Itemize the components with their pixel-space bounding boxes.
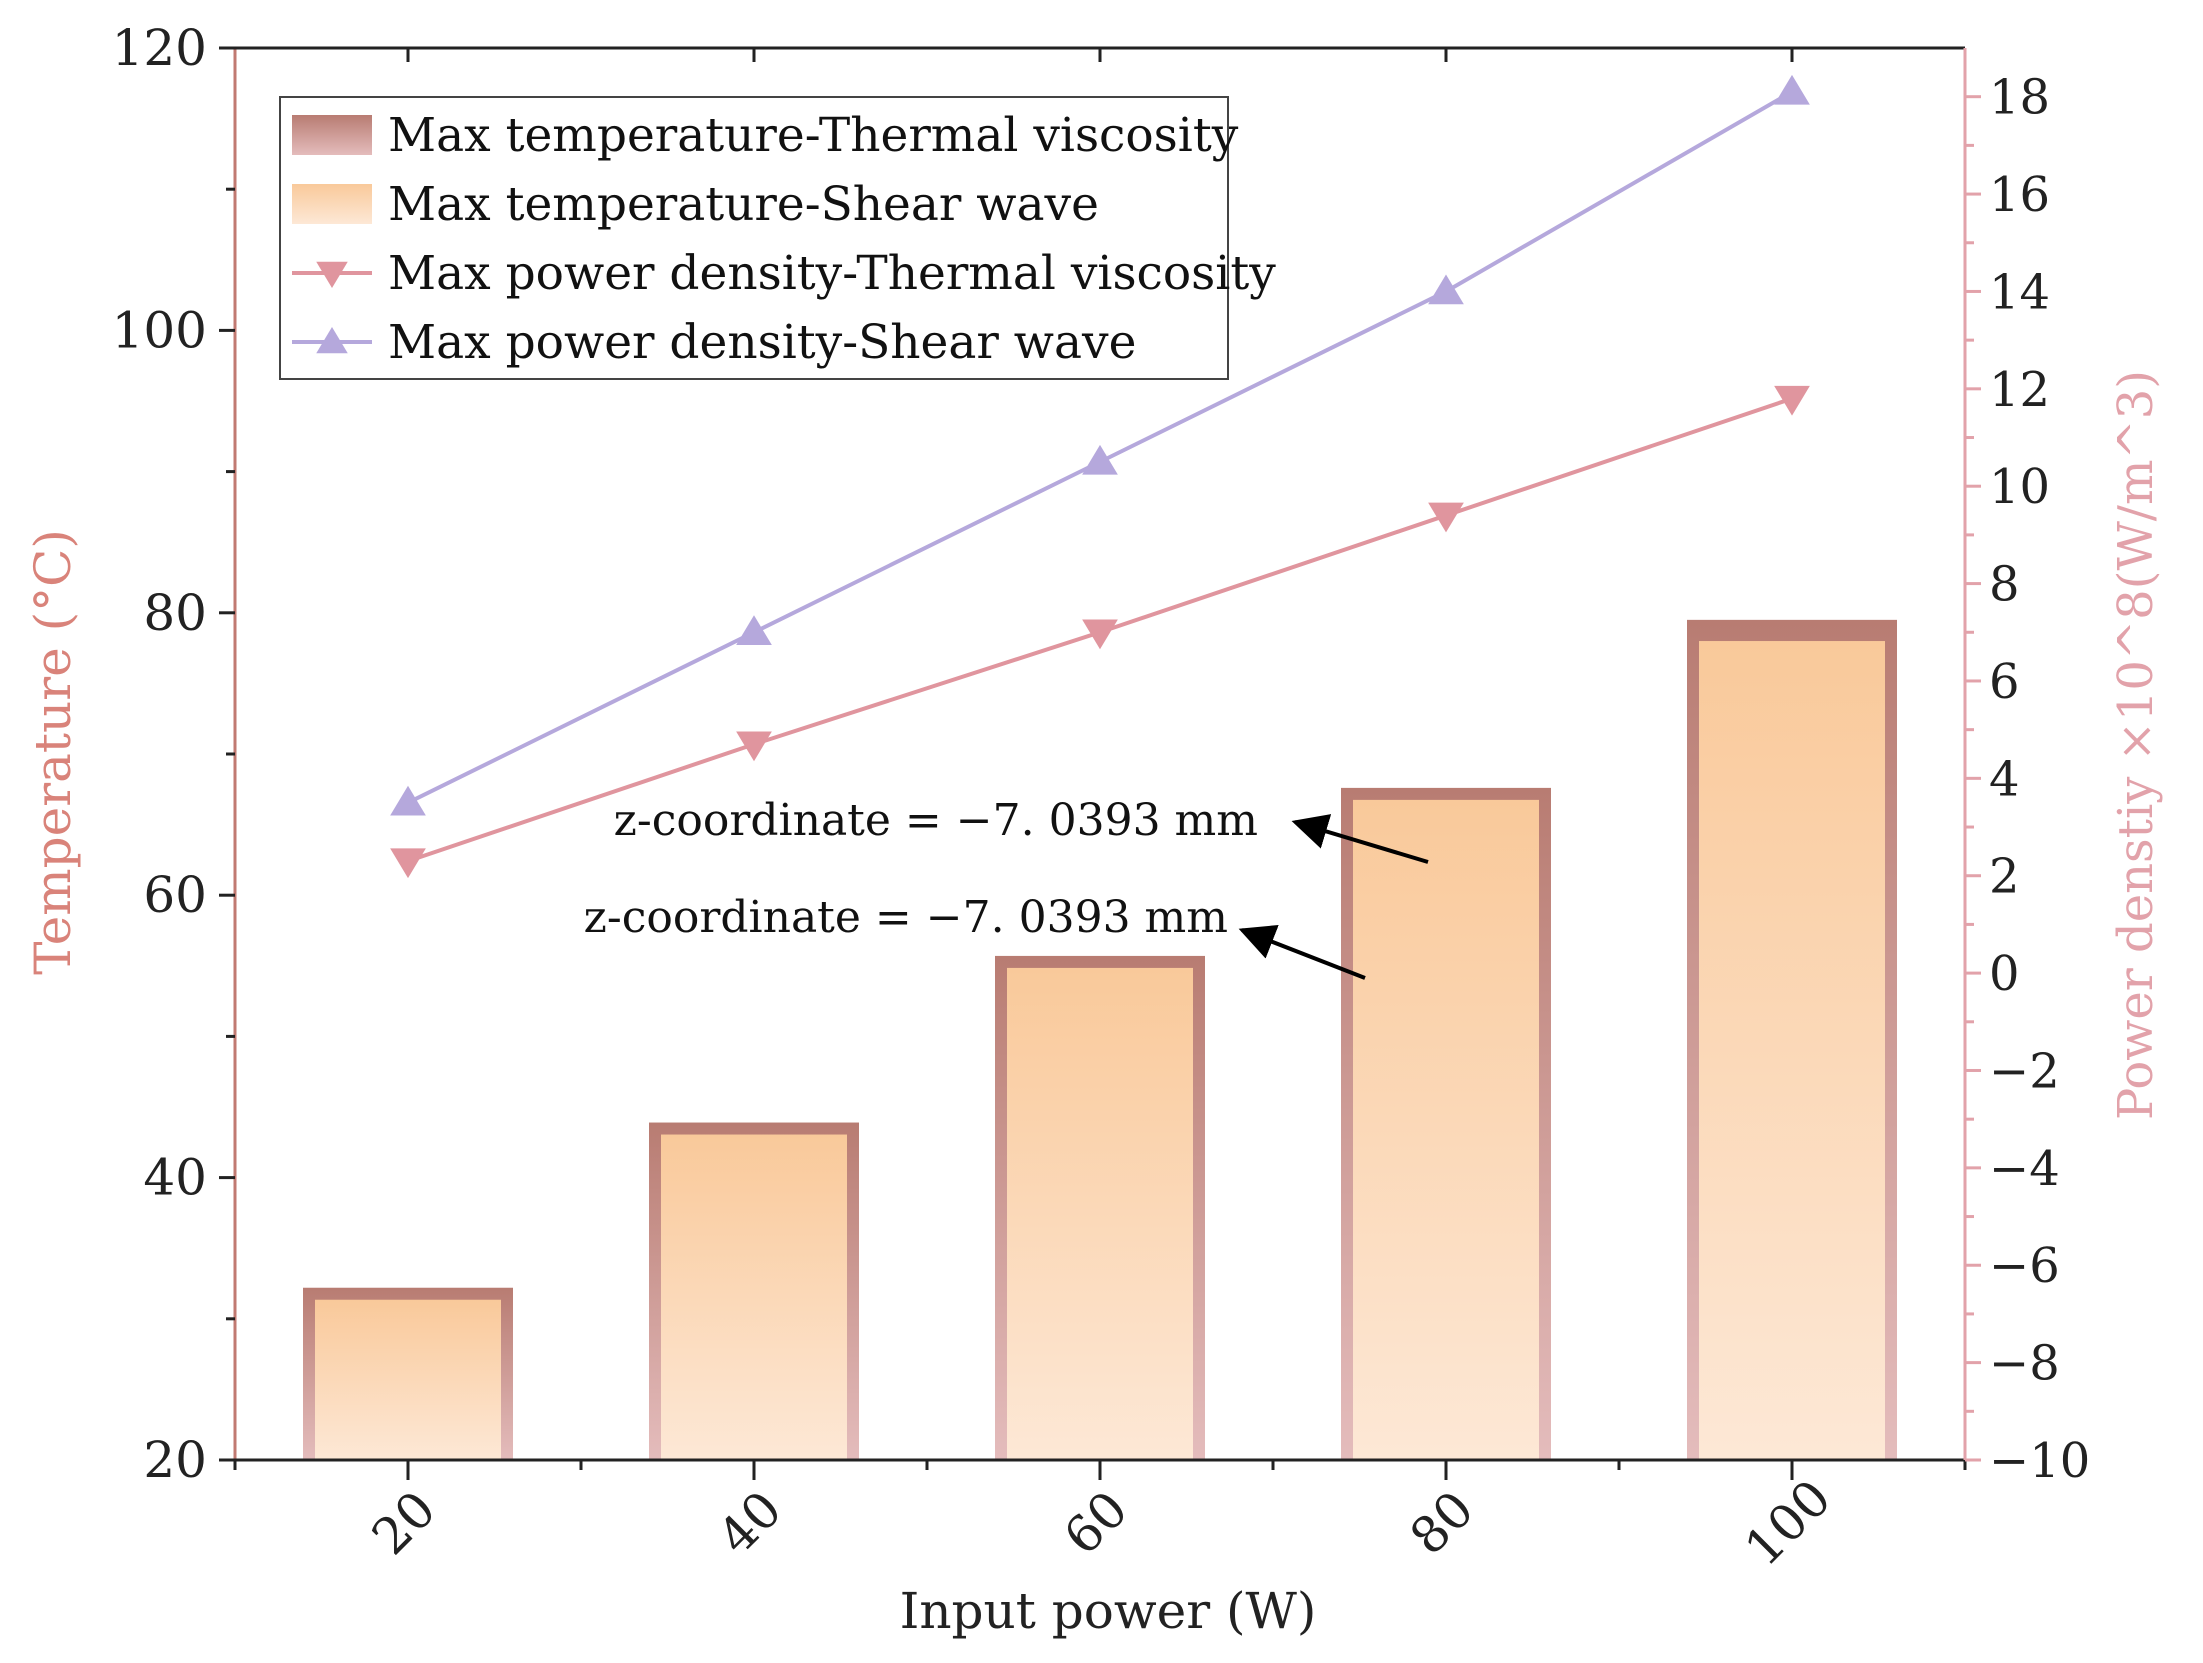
bar-shear-wave-60 — [1007, 967, 1193, 1460]
right-tick-label: −8 — [1989, 1336, 2060, 1392]
right-tick-label: 16 — [1989, 167, 2050, 223]
left-tick-label: 60 — [143, 866, 207, 924]
left-tick-label: 120 — [112, 19, 207, 77]
bar-shear-wave-80 — [1353, 799, 1539, 1460]
x-tick-label-60: 60 — [1053, 1480, 1139, 1566]
point-shear-wave-20 — [390, 785, 426, 816]
axes-layer: 20 40 60 80 100 120 20 40 60 80 100 −10 −8 −6 −4 −2 0 2 4 6… — [112, 19, 2091, 1577]
legend-swatch — [292, 115, 372, 155]
bar-shear-wave-40 — [661, 1134, 847, 1460]
point-shear-wave-60 — [1082, 444, 1118, 475]
left-tick-label: 80 — [143, 584, 207, 642]
annotation-arrow — [1291, 814, 1429, 864]
legend-label: Max power density-Thermal viscosity — [388, 246, 1276, 301]
legend-swatch-marker — [316, 327, 348, 354]
annotation-label: z-coordinate = −7. 0393 mm — [614, 795, 1258, 846]
right-tick-label: −2 — [1989, 1043, 2060, 1099]
x-tick-label-100: 100 — [1734, 1469, 1842, 1577]
right-tick-label: 0 — [1989, 946, 2020, 1002]
right-axis-title: Power denstiy ×10^8(W/m^3) — [2108, 370, 2164, 1120]
point-shear-wave-40 — [736, 615, 772, 646]
right-tick-label: 14 — [1989, 264, 2050, 320]
right-tick-label: −10 — [1989, 1433, 2090, 1489]
x-tick-label-20: 20 — [361, 1480, 447, 1566]
point-shear-wave-80 — [1428, 274, 1464, 305]
legend-item: Max power density-Thermal viscosity — [292, 246, 1276, 301]
left-axis-title: Temperature (°C) — [24, 529, 82, 975]
legend-swatch — [292, 184, 372, 224]
right-tick-label: 6 — [1989, 654, 2020, 710]
right-tick-label: 4 — [1989, 751, 2020, 807]
bar-shear-wave-20 — [315, 1299, 501, 1460]
left-tick-label: 40 — [143, 1149, 207, 1207]
lines-layer — [390, 74, 1810, 879]
left-tick-label: 100 — [112, 301, 207, 359]
right-tick-label: 10 — [1989, 459, 2050, 515]
annotation-layer: z-coordinate = −7. 0393 mm z-coordinate =… — [584, 795, 1429, 980]
right-tick-label: 8 — [1989, 557, 2020, 613]
annotation-arrow — [1238, 925, 1366, 980]
annotation-label: z-coordinate = −7. 0393 mm — [584, 892, 1228, 943]
legend-item: Max power density-Shear wave — [292, 315, 1136, 370]
bar-shear-wave-100 — [1699, 641, 1885, 1460]
legend: Max temperature-Thermal viscosity Max tem… — [279, 96, 1276, 380]
legend-box — [279, 96, 1229, 380]
left-tick-label: 20 — [143, 1431, 207, 1489]
right-tick-label: 12 — [1989, 362, 2050, 418]
legend-label: Max power density-Shear wave — [388, 315, 1136, 370]
right-tick-label: −6 — [1989, 1238, 2060, 1294]
x-axis-title: Input power (W) — [900, 1582, 1317, 1640]
right-tick-label: −4 — [1989, 1141, 2060, 1197]
right-tick-label: 18 — [1989, 70, 2050, 126]
point-thermal-viscosity-100 — [1774, 385, 1810, 416]
point-thermal-viscosity-80 — [1428, 502, 1464, 533]
bars-layer — [303, 619, 1897, 1460]
point-thermal-viscosity-20 — [390, 848, 426, 879]
legend-swatch-marker — [316, 261, 348, 288]
point-thermal-viscosity-60 — [1082, 619, 1118, 650]
right-tick-label: 2 — [1989, 849, 2020, 905]
point-thermal-viscosity-40 — [736, 731, 772, 762]
legend-item: Max temperature-Shear wave — [292, 177, 1099, 232]
legend-item: Max temperature-Thermal viscosity — [292, 108, 1239, 163]
legend-label: Max temperature-Shear wave — [388, 177, 1099, 232]
x-tick-label-80: 80 — [1399, 1480, 1485, 1566]
point-shear-wave-100 — [1774, 74, 1810, 105]
legend-label: Max temperature-Thermal viscosity — [388, 108, 1239, 163]
x-tick-label-40: 40 — [707, 1480, 793, 1566]
